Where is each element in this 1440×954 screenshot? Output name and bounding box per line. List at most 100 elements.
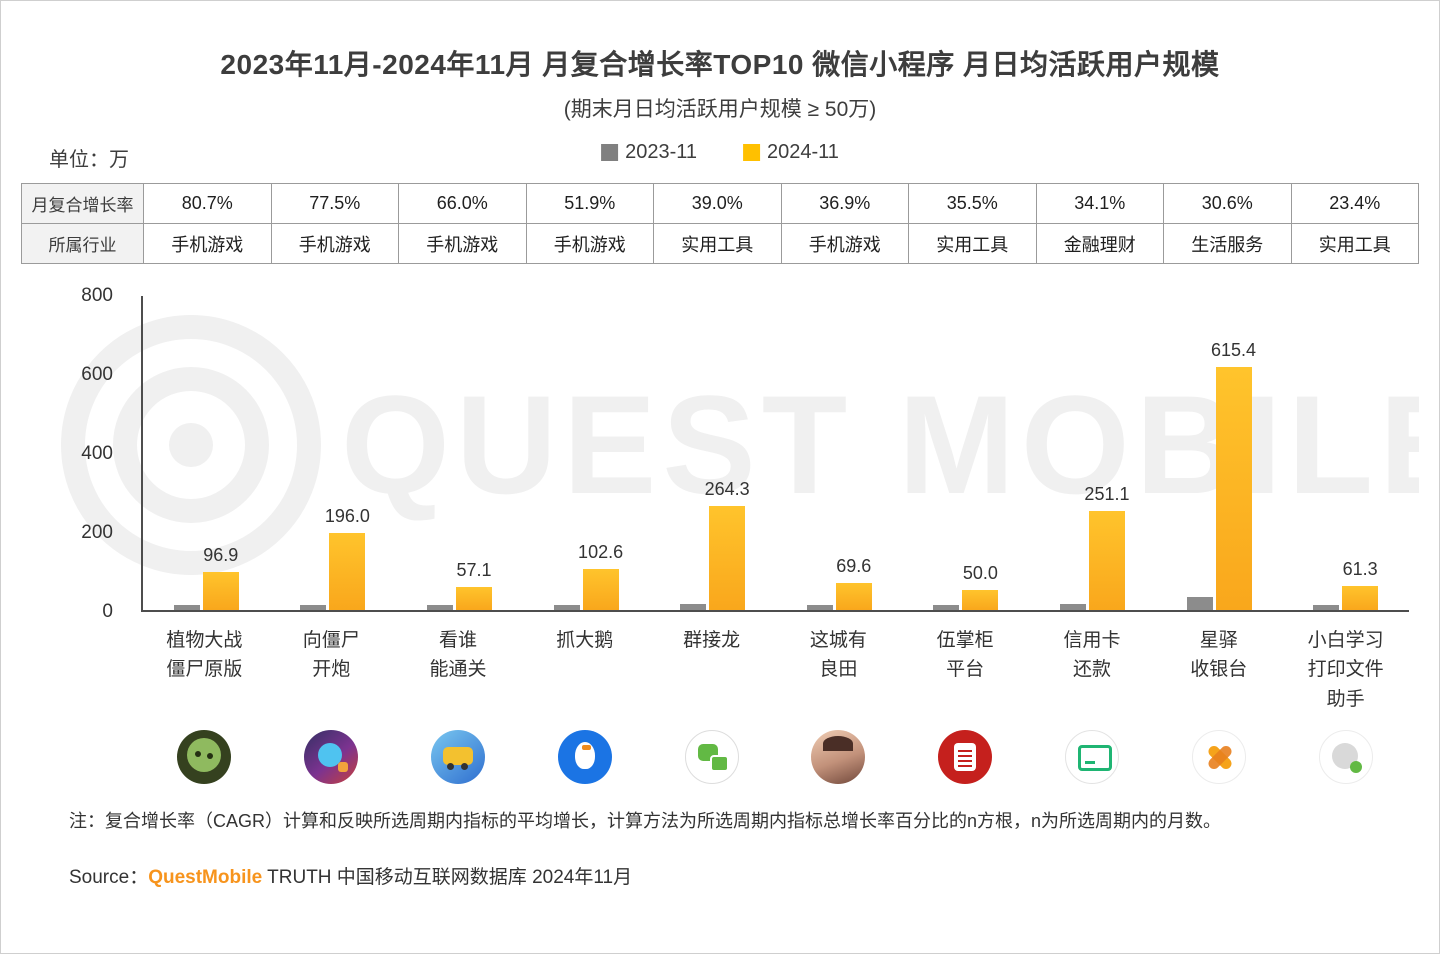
table-cell: 手机游戏 (526, 224, 654, 264)
category-label: 信用卡 还款 (1029, 626, 1156, 714)
category-label: 向僵尸 开炮 (268, 626, 395, 714)
bar-2023-11 (173, 605, 200, 610)
bar-group: 57.1 (396, 560, 523, 610)
bar-value-label: 69.6 (836, 555, 872, 576)
table-cell: 手机游戏 (144, 224, 272, 264)
table-cell: 39.0% (654, 184, 782, 224)
bar-2024-11: 615.4 (1211, 340, 1256, 610)
y-axis-tick-label: 600 (81, 364, 113, 385)
category-label-line: 开炮 (312, 659, 351, 681)
category-label-line: 还款 (1072, 659, 1111, 681)
app-icons-row (141, 730, 1409, 785)
category-label-line: 伍掌柜 (936, 630, 994, 651)
category-labels: 植物大战 僵尸原版 向僵尸 开炮 看谁 能通关 抓大鹅 群接龙 这城有 良田 伍掌柜 平台 信用卡 还款星… (141, 626, 1409, 714)
y-axis-tick-label: 400 (81, 443, 113, 464)
bar-value-label: 102.6 (578, 542, 624, 563)
bar-group: 615.4 (1156, 340, 1283, 610)
table-cell: 生活服务 (1164, 224, 1292, 264)
y-axis-tick-label: 800 (81, 285, 113, 306)
legend-label: 2024-11 (767, 141, 839, 163)
category-label: 抓大鹅 (521, 626, 648, 714)
bar-2024-11: 264.3 (705, 479, 750, 610)
bar-value-label: 196.0 (324, 505, 370, 526)
bar-group: 96.9 (143, 545, 270, 610)
bar-value-label: 264.3 (704, 478, 750, 499)
table-cell: 34.1% (1036, 184, 1164, 224)
table-row-label: 所属行业 (22, 224, 144, 264)
bar-group: 50.0 (903, 563, 1030, 610)
bar-group: 69.6 (776, 556, 903, 610)
bar-2024-11: 69.6 (835, 556, 872, 610)
bar-2023-11 (806, 605, 833, 610)
app-icon-cell (775, 730, 902, 785)
bar-group: 264.3 (649, 479, 776, 610)
bar-2024-11: 61.3 (1342, 559, 1379, 610)
category-label-line: 信用卡 (1063, 630, 1121, 651)
bar-2023-11 (553, 605, 580, 610)
qun-jielong-app-icon (684, 730, 739, 785)
category-label-line: 僵尸原版 (166, 659, 243, 681)
app-icon-cell (268, 730, 395, 785)
bar-value-label: 96.9 (203, 544, 239, 565)
bar-2023-11 (300, 605, 327, 610)
category-label-line: 植物大战 (166, 630, 243, 651)
y-axis-tick-label: 0 (102, 601, 113, 622)
source-brand: QuestMobile (148, 867, 263, 889)
app-icon-cell (395, 730, 522, 785)
bar-2023-11 (680, 604, 707, 610)
table-cell: 手机游戏 (271, 224, 399, 264)
table-cell: 51.9% (526, 184, 654, 224)
xingyi-shouyintai-app-icon (1191, 730, 1246, 785)
legend-swatch (601, 144, 619, 161)
bar-2023-11 (426, 605, 453, 610)
bar-2024-11: 196.0 (325, 506, 370, 610)
bar-group: 61.3 (1282, 559, 1409, 610)
category-label-line: 能通关 (429, 659, 487, 681)
meta-row: 单位：万 2023-11 2024-11 (21, 141, 1419, 171)
category-label-line: 群接龙 (683, 630, 741, 651)
table-cell: 23.4% (1291, 184, 1419, 224)
growth-table: 月复合增长率 80.7% 77.5% 66.0% 51.9% 39.0% 36.9% 35.5… (21, 183, 1419, 264)
questmobile-logo-watermark (61, 315, 321, 575)
legend-item: 2023-11 (601, 141, 697, 164)
app-icon-cell (648, 730, 775, 785)
table-cell: 实用工具 (654, 224, 782, 264)
bar-2023-11 (1059, 604, 1086, 610)
footnote: 注：复合增长率（CAGR）计算和反映所选周期内指标的平均增长，计算方法为所选周期… (69, 811, 1222, 832)
category-label-line: 向僵尸 (302, 630, 360, 651)
category-label: 看谁 能通关 (395, 626, 522, 714)
wu-zhanggui-app-icon (938, 730, 993, 785)
category-label-line: 看谁 (438, 630, 477, 651)
unit-label: 单位：万 (49, 149, 129, 171)
category-label-line: 小白学习 (1307, 630, 1384, 651)
bar-2024-11: 251.1 (1084, 484, 1129, 610)
app-icon-cell (1282, 730, 1409, 785)
category-label-line: 平台 (946, 659, 985, 681)
kan-shei-neng-tongguan-app-icon (430, 730, 485, 785)
bar-2024-11: 102.6 (578, 542, 623, 610)
source-suffix: TRUTH 中国移动互联网数据库 2024年11月 (262, 867, 633, 889)
bar-chart: QUEST MOBILE 0 200 400 600 800 96.9 196.0 57.1… (21, 278, 1419, 622)
table-cell: 实用工具 (1291, 224, 1419, 264)
category-label-line: 助手 (1326, 688, 1365, 710)
table-cell: 30.6% (1164, 184, 1292, 224)
legend-item: 2024-11 (743, 141, 839, 164)
category-label: 群接龙 (648, 626, 775, 714)
bar-value-label: 50.0 (962, 563, 998, 584)
xiaobai-xuexi-dayin-app-icon (1318, 730, 1373, 785)
category-label: 伍掌柜 平台 (902, 626, 1029, 714)
bar-value-label: 61.3 (1342, 558, 1378, 579)
app-icon-cell (521, 730, 648, 785)
table-cell: 手机游戏 (781, 224, 909, 264)
plants-vs-zombies-app-icon (177, 730, 232, 785)
category-label-line: 收银台 (1190, 659, 1248, 681)
category-label: 这城有 良田 (775, 626, 902, 714)
page-subtitle: (期末月日均活跃用户规模 ≥ 50万) (563, 98, 877, 121)
table-cell: 80.7% (144, 184, 272, 224)
table-cell: 金融理财 (1036, 224, 1164, 264)
category-label: 植物大战 僵尸原版 (141, 626, 268, 714)
app-icon-cell (1029, 730, 1156, 785)
bar-2023-11 (933, 605, 960, 610)
bar-2023-11 (1186, 596, 1213, 610)
